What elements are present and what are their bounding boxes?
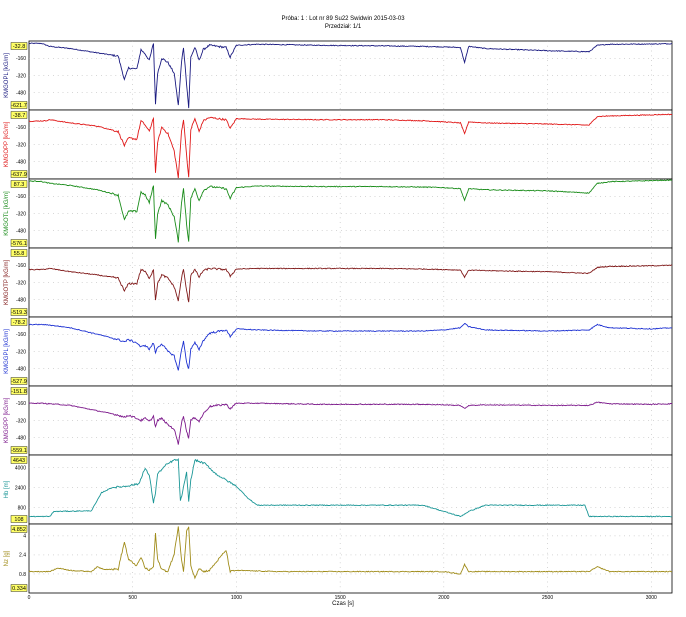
min-badge-label: -621.7 [11, 103, 27, 109]
x-tick-label: 1000 [231, 595, 242, 601]
y-axis-label: KMGOTL [kG/m] [4, 191, 10, 236]
max-badge-label: 87.3 [14, 182, 25, 188]
max-badge [10, 525, 28, 533]
min-badge [10, 239, 28, 247]
y-tick-label: -480 [16, 160, 26, 166]
max-badge [10, 249, 28, 257]
series-line-6 [28, 457, 673, 518]
max-badge-label: -78.2 [13, 320, 26, 326]
panel-frame-4 [28, 316, 673, 387]
series-line-0 [28, 42, 672, 109]
max-badge [10, 42, 28, 50]
y-tick-label: -160 [16, 194, 26, 200]
x-tick-label: 1500 [335, 595, 346, 601]
y-tick-label: 2400 [15, 485, 26, 491]
x-tick-label: 2500 [542, 595, 553, 601]
max-badge-label: -32.8 [13, 44, 26, 50]
min-badge [10, 101, 28, 109]
panel-frame-3 [28, 247, 673, 318]
y-tick-label: -480 [16, 367, 26, 373]
series-line-4 [28, 322, 673, 371]
y-tick-label: -480 [16, 436, 26, 442]
series-line-5 [28, 401, 673, 445]
y-tick-label: 4 [23, 534, 26, 540]
y-tick-label: -480 [16, 91, 26, 97]
x-tick-label: 2000 [438, 595, 449, 601]
min-badge-label: -559.1 [11, 448, 27, 454]
y-axis-label: KMGGPP [kG/m] [4, 397, 10, 443]
title-line-2: Przedział: 1/1 [324, 24, 362, 30]
series-line-7 [28, 526, 673, 580]
min-badge [10, 515, 28, 523]
min-badge [10, 377, 28, 385]
x-tick-label: 0 [28, 595, 31, 601]
y-tick-label: 2.4 [19, 553, 26, 559]
max-badge [10, 111, 28, 119]
y-axis-label: Nz [g] [4, 550, 10, 566]
min-badge-label: -519.3 [11, 310, 27, 316]
y-tick-label: -160 [16, 56, 26, 62]
panel-frame-5 [28, 385, 673, 456]
min-badge [10, 170, 28, 178]
min-badge [10, 446, 28, 454]
max-badge-label: 55.8 [14, 251, 25, 257]
panel-frame-0 [28, 40, 673, 111]
min-badge [10, 584, 28, 592]
max-badge [10, 387, 28, 395]
x-tick-label: 500 [129, 595, 138, 601]
max-badge-label: -151.8 [11, 389, 27, 395]
max-badge [10, 456, 28, 464]
panel-frame-7 [28, 523, 673, 594]
y-tick-label: 0.8 [19, 572, 26, 578]
max-badge-label: 4643 [13, 458, 25, 464]
series-line-1 [28, 113, 673, 179]
max-badge-label: -38.7 [13, 113, 26, 119]
min-badge-label: -527.9 [11, 379, 27, 385]
y-tick-label: -480 [16, 229, 26, 235]
y-tick-label: -160 [16, 332, 26, 338]
y-axis-label: KMGGPL [kG/m] [4, 329, 10, 374]
y-tick-label: -320 [16, 349, 26, 355]
min-badge-label: 0.334 [12, 586, 26, 592]
min-badge-label: 108 [14, 517, 23, 523]
x-axis-label: Czas [s] [332, 601, 354, 607]
min-badge-label: -576.1 [11, 241, 27, 247]
y-axis-label: Hb [m] [4, 480, 10, 498]
y-axis-label: KMGOPP [kG/m] [4, 121, 10, 167]
y-tick-label: -320 [16, 73, 26, 79]
min-badge [10, 308, 28, 316]
y-axis-label: KMGOPL [kG/m] [4, 53, 10, 98]
panel-frame-2 [28, 178, 673, 249]
y-axis-label: KMGOTP [kG/m] [4, 260, 10, 306]
panel-frame-6 [28, 454, 673, 525]
y-tick-label: -320 [16, 211, 26, 217]
y-tick-label: -320 [16, 142, 26, 148]
y-tick-label: -160 [16, 401, 26, 407]
min-badge-label: -637.9 [11, 172, 27, 178]
chart-title: Próba: 1 : Lot nr 89 Su22 Swidwin 2015-0… [0, 15, 686, 31]
x-tick-label: 3000 [646, 595, 657, 601]
series-line-2 [28, 179, 673, 243]
y-tick-label: -320 [16, 280, 26, 286]
max-badge [10, 318, 28, 326]
y-tick-label: 4000 [15, 465, 26, 471]
y-tick-label: -480 [16, 298, 26, 304]
y-tick-label: -160 [16, 263, 26, 269]
y-tick-label: -160 [16, 125, 26, 131]
max-badge-label: 4.852 [12, 527, 26, 533]
max-badge [10, 180, 28, 188]
y-tick-label: -320 [16, 418, 26, 424]
y-tick-label: 800 [18, 505, 27, 511]
title-line-1: Próba: 1 : Lot nr 89 Su22 Swidwin 2015-0… [281, 16, 405, 22]
series-line-3 [28, 264, 673, 303]
